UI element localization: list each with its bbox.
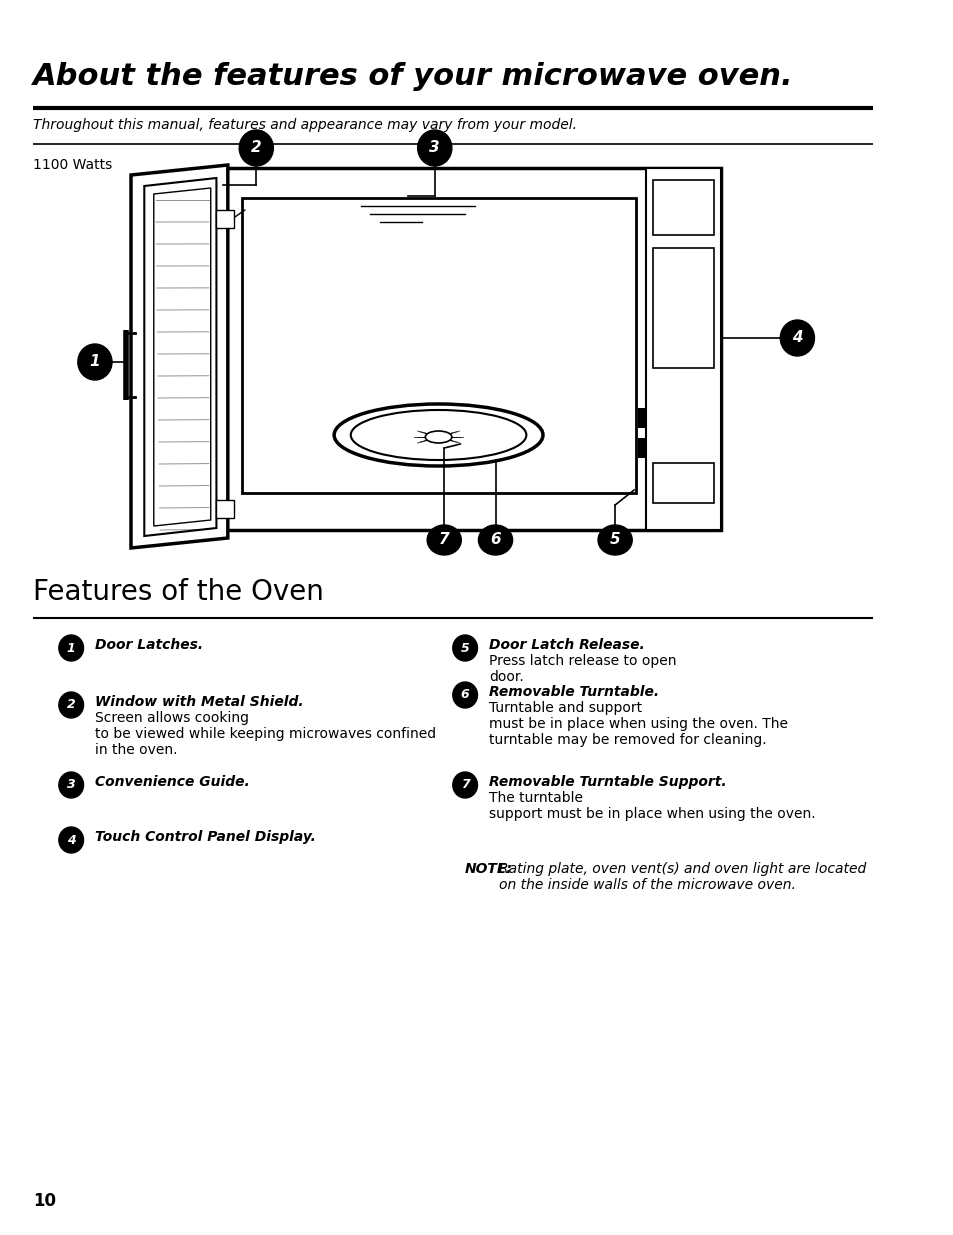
- Text: The turntable
support must be in place when using the oven.: The turntable support must be in place w…: [488, 790, 815, 821]
- Ellipse shape: [425, 431, 452, 443]
- Text: 4: 4: [791, 331, 801, 346]
- Polygon shape: [131, 165, 228, 548]
- Ellipse shape: [351, 410, 526, 459]
- Text: About the features of your microwave oven.: About the features of your microwave ove…: [33, 62, 793, 91]
- Text: Removable Turntable.: Removable Turntable.: [488, 685, 659, 699]
- Text: 5: 5: [460, 641, 469, 655]
- Bar: [653, 180, 713, 235]
- Text: Touch Control Panel Display.: Touch Control Panel Display.: [95, 830, 315, 844]
- Bar: [216, 500, 233, 517]
- Bar: [216, 210, 233, 228]
- Text: 2: 2: [251, 141, 261, 156]
- Bar: [638, 408, 647, 429]
- Text: Convenience Guide.: Convenience Guide.: [95, 776, 250, 789]
- Text: 10: 10: [33, 1192, 56, 1210]
- Polygon shape: [144, 178, 216, 536]
- Circle shape: [453, 635, 477, 661]
- Circle shape: [59, 635, 84, 661]
- Text: Removable Turntable Support.: Removable Turntable Support.: [488, 776, 726, 789]
- Text: Window with Metal Shield.: Window with Metal Shield.: [95, 695, 303, 709]
- Circle shape: [59, 692, 84, 718]
- Circle shape: [453, 682, 477, 708]
- Text: Press latch release to open
door.: Press latch release to open door.: [488, 655, 676, 684]
- Text: 1100 Watts: 1100 Watts: [33, 158, 112, 172]
- Text: 4: 4: [67, 834, 75, 846]
- Text: 6: 6: [490, 532, 500, 547]
- Bar: [638, 438, 647, 458]
- Text: 3: 3: [429, 141, 439, 156]
- Circle shape: [417, 130, 452, 165]
- Text: 6: 6: [460, 688, 469, 701]
- Bar: [218, 168, 720, 530]
- Ellipse shape: [477, 525, 512, 555]
- Circle shape: [453, 772, 477, 798]
- Circle shape: [59, 772, 84, 798]
- Text: 2: 2: [67, 699, 75, 711]
- Bar: [645, 168, 720, 530]
- Text: Door Latch Release.: Door Latch Release.: [488, 638, 644, 652]
- Circle shape: [59, 827, 84, 853]
- Text: Features of the Oven: Features of the Oven: [33, 578, 324, 606]
- Bar: [653, 248, 713, 368]
- Ellipse shape: [334, 404, 542, 466]
- Circle shape: [780, 320, 814, 356]
- Circle shape: [78, 345, 112, 380]
- Text: 7: 7: [438, 532, 449, 547]
- Text: 1: 1: [67, 641, 75, 655]
- Text: 1: 1: [90, 354, 100, 369]
- Bar: [653, 463, 713, 503]
- Text: Screen allows cooking
to be viewed while keeping microwaves confined
in the oven: Screen allows cooking to be viewed while…: [95, 711, 436, 757]
- Text: Throughout this manual, features and appearance may vary from your model.: Throughout this manual, features and app…: [33, 119, 577, 132]
- Ellipse shape: [598, 525, 632, 555]
- Text: Turntable and support
must be in place when using the oven. The
turntable may be: Turntable and support must be in place w…: [488, 701, 787, 747]
- Ellipse shape: [427, 525, 461, 555]
- Text: NOTE:: NOTE:: [465, 862, 513, 876]
- Polygon shape: [153, 188, 211, 526]
- Text: 5: 5: [609, 532, 619, 547]
- Text: 7: 7: [460, 778, 469, 792]
- Text: Door Latches.: Door Latches.: [95, 638, 203, 652]
- Bar: [242, 198, 636, 493]
- Text: 3: 3: [67, 778, 75, 792]
- Text: Rating plate, oven vent(s) and oven light are located
on the inside walls of the: Rating plate, oven vent(s) and oven ligh…: [498, 862, 865, 892]
- Circle shape: [239, 130, 274, 165]
